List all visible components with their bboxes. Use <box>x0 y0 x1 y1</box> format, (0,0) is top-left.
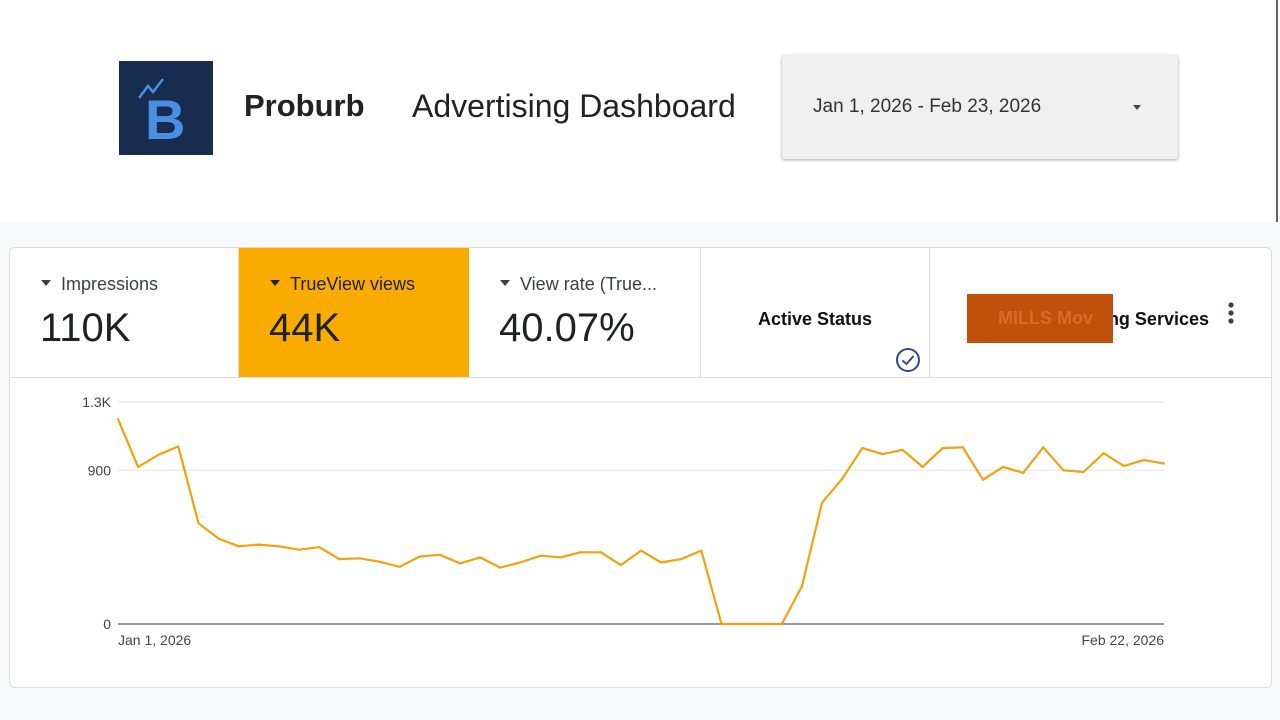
data-point <box>499 566 502 569</box>
dropdown-arrow-icon <box>270 280 280 287</box>
metric-tile-impressions[interactable]: Impressions 110K <box>10 248 239 377</box>
data-point <box>137 465 140 468</box>
data-point <box>1122 464 1125 468</box>
data-point <box>378 560 381 563</box>
data-point <box>539 554 542 557</box>
chevron-down-icon <box>1133 105 1141 110</box>
metric-value: 40.07% <box>499 306 635 350</box>
data-point <box>720 622 723 626</box>
data-point <box>297 548 301 551</box>
data-point <box>116 417 120 421</box>
metric-value: 110K <box>40 306 131 350</box>
data-point <box>519 561 522 564</box>
data-point <box>398 565 401 568</box>
brand-name: Proburb <box>244 88 365 123</box>
x-tick-label: Jan 1, 2026 <box>118 632 191 648</box>
metric-value: 44K <box>269 306 341 350</box>
data-point <box>478 556 482 559</box>
data-point <box>197 522 200 525</box>
data-point <box>780 622 783 626</box>
metric-tile-trueview-views[interactable]: TrueView views 44K <box>239 248 469 377</box>
data-point <box>217 537 220 540</box>
data-point <box>740 622 743 626</box>
data-point <box>177 445 180 448</box>
redaction-box: MILLS Mov <box>967 294 1113 343</box>
date-range-picker[interactable]: Jan 1, 2026 - Feb 23, 2026 <box>782 55 1178 159</box>
active-status-tile: Active Status <box>701 248 930 377</box>
data-point <box>358 557 361 560</box>
data-point <box>921 465 924 468</box>
data-point <box>680 558 683 561</box>
series-line <box>116 418 1165 626</box>
data-point <box>1042 446 1045 449</box>
y-tick-label: 900 <box>88 462 112 478</box>
data-point <box>579 551 582 554</box>
data-points <box>116 417 1166 626</box>
data-point <box>861 447 864 450</box>
active-status-label: Active Status <box>758 309 873 329</box>
metric-label: TrueView views <box>270 274 415 295</box>
metric-label: View rate (True... <box>500 274 657 295</box>
data-point <box>237 545 240 548</box>
metric-tiles: Impressions 110K TrueView views 44K View… <box>10 248 1271 378</box>
data-point <box>760 622 763 626</box>
page-title: Advertising Dashboard <box>412 88 736 124</box>
data-point <box>559 556 562 559</box>
window-edge-divider <box>1276 0 1278 222</box>
data-point <box>599 551 602 554</box>
redacted-client-text: MILLS Mov <box>998 308 1093 328</box>
data-point <box>1022 471 1025 474</box>
data-point <box>1102 452 1105 455</box>
data-point <box>418 555 421 558</box>
date-range-label: Jan 1, 2026 - Feb 23, 2026 <box>813 96 1042 117</box>
data-point <box>1162 462 1166 465</box>
data-point <box>318 546 321 549</box>
data-point <box>700 549 703 552</box>
data-point <box>881 452 884 456</box>
y-tick-label: 1.3K <box>82 394 111 410</box>
dropdown-arrow-icon <box>500 280 510 287</box>
data-point <box>277 545 281 548</box>
more-vert-icon[interactable] <box>1227 302 1235 326</box>
dashboard-header: B Proburb Advertising Dashboard Jan 1, 2… <box>0 0 1280 222</box>
metric-tile-view-rate[interactable]: View rate (True... 40.07% <box>469 248 701 377</box>
metric-label: Impressions <box>41 274 158 295</box>
data-point <box>458 562 462 565</box>
data-point <box>901 448 904 451</box>
client-tile: MILLS Moving Services MILLS Mov <box>930 248 1271 377</box>
proburb-logo: B <box>119 61 213 155</box>
data-point <box>157 453 160 457</box>
check-circle-icon <box>896 348 920 372</box>
x-axis-ticks: Jan 1, 2026 Feb 22, 2026 <box>118 632 1164 648</box>
data-point <box>257 543 260 546</box>
chart-gridlines <box>118 401 1164 625</box>
dropdown-arrow-icon <box>41 280 51 287</box>
data-point <box>1082 470 1085 474</box>
data-point <box>438 553 441 556</box>
data-point <box>1142 458 1145 462</box>
svg-text:B: B <box>145 88 185 151</box>
data-point <box>639 549 643 552</box>
data-point <box>820 501 824 504</box>
client-name: MILLS Moving Services <box>1102 309 1209 329</box>
y-axis-ticks: 0 900 1.3K <box>82 394 111 632</box>
data-point <box>338 558 341 561</box>
data-point <box>981 478 985 481</box>
x-tick-label: Feb 22, 2026 <box>1081 632 1164 648</box>
y-tick-label: 0 <box>103 616 111 632</box>
data-point <box>841 477 844 480</box>
data-point <box>660 561 663 564</box>
data-point <box>619 563 622 567</box>
data-point <box>1001 465 1005 468</box>
data-point <box>1062 469 1065 472</box>
data-point <box>961 446 964 449</box>
data-point <box>800 585 804 588</box>
data-point <box>941 447 944 450</box>
